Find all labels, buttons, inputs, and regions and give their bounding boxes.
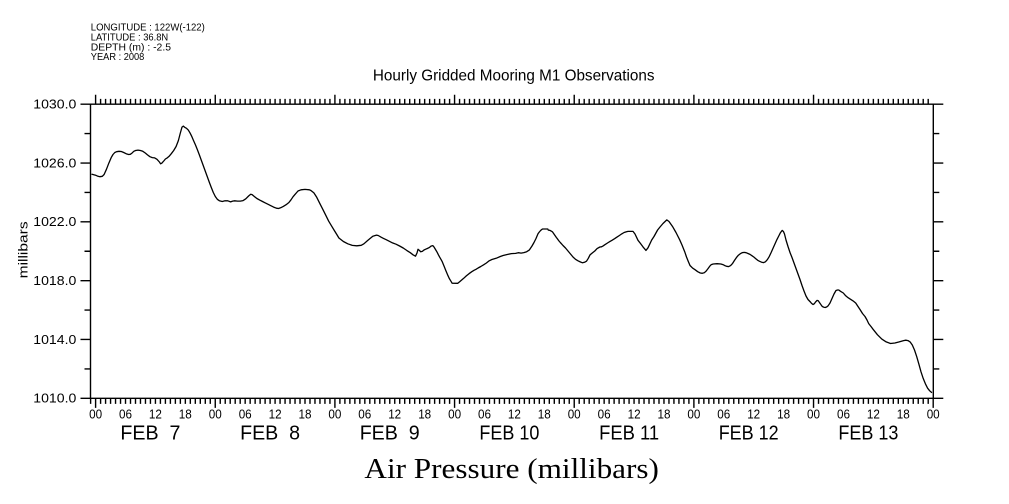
svg-text:FEB 12: FEB 12 (719, 423, 779, 445)
svg-text:18: 18 (538, 408, 551, 422)
svg-text:FEB 11: FEB 11 (599, 423, 659, 445)
svg-text:12: 12 (628, 408, 641, 422)
svg-text:00: 00 (687, 408, 700, 422)
svg-text:12: 12 (867, 408, 880, 422)
svg-text:06: 06 (119, 408, 132, 422)
svg-text:18: 18 (658, 408, 671, 422)
svg-text:Air Pressure (millibars): Air Pressure (millibars) (364, 453, 659, 485)
svg-text:00: 00 (209, 408, 222, 422)
svg-text:Hourly Gridded Mooring M1 Obse: Hourly Gridded Mooring M1 Observations (373, 68, 655, 85)
svg-text:00: 00 (328, 408, 341, 422)
svg-text:LATITUDE : 36.8N: LATITUDE : 36.8N (91, 32, 168, 44)
svg-text:1018.0: 1018.0 (33, 274, 76, 288)
svg-text:18: 18 (897, 408, 910, 422)
svg-text:1014.0: 1014.0 (33, 333, 76, 347)
svg-text:FEB 9: FEB 9 (360, 423, 420, 445)
svg-text:00: 00 (927, 408, 940, 422)
svg-text:06: 06 (717, 408, 730, 422)
svg-text:FEB 13: FEB 13 (838, 423, 898, 445)
svg-text:1022.0: 1022.0 (33, 215, 76, 229)
svg-text:12: 12 (269, 408, 282, 422)
svg-text:12: 12 (388, 408, 401, 422)
svg-text:FEB 8: FEB 8 (240, 423, 300, 445)
svg-text:06: 06 (598, 408, 611, 422)
svg-text:1030.0: 1030.0 (33, 98, 76, 112)
svg-text:18: 18 (418, 408, 431, 422)
svg-text:06: 06 (239, 408, 252, 422)
svg-text:00: 00 (89, 408, 102, 422)
svg-text:1026.0: 1026.0 (33, 156, 76, 170)
svg-text:00: 00 (568, 408, 581, 422)
svg-text:12: 12 (508, 408, 521, 422)
svg-text:06: 06 (358, 408, 371, 422)
svg-text:18: 18 (179, 408, 192, 422)
svg-text:YEAR : 2008: YEAR : 2008 (91, 51, 145, 63)
svg-text:06: 06 (478, 408, 491, 422)
svg-text:12: 12 (149, 408, 162, 422)
svg-text:millibars: millibars (17, 221, 31, 278)
svg-text:LONGITUDE : 122W(-122): LONGITUDE : 122W(-122) (91, 22, 205, 34)
svg-text:12: 12 (747, 408, 760, 422)
svg-text:00: 00 (448, 408, 461, 422)
svg-text:1010.0: 1010.0 (33, 392, 76, 406)
svg-text:FEB 10: FEB 10 (479, 423, 539, 445)
svg-text:18: 18 (777, 408, 790, 422)
svg-text:FEB 7: FEB 7 (120, 423, 180, 445)
svg-text:18: 18 (299, 408, 312, 422)
svg-text:06: 06 (837, 408, 850, 422)
svg-text:00: 00 (807, 408, 820, 422)
svg-text:DEPTH (m) : -2.5: DEPTH (m) : -2.5 (91, 41, 171, 53)
